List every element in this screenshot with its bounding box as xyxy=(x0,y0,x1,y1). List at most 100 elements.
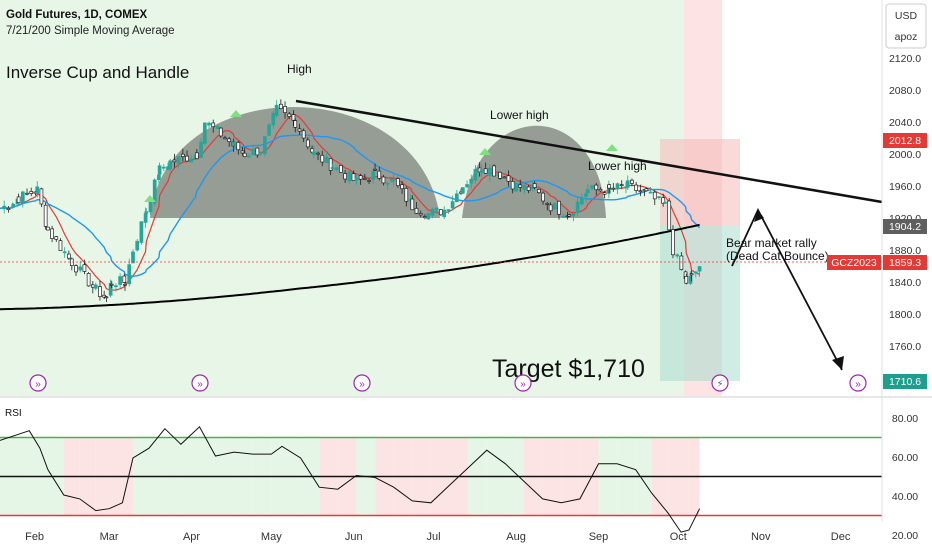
svg-text:»: » xyxy=(855,379,861,390)
candle-body xyxy=(324,156,329,163)
candle-body xyxy=(306,139,310,148)
candle-body xyxy=(148,201,153,213)
candle-body xyxy=(90,284,95,288)
candle-body xyxy=(316,152,320,155)
candle-body xyxy=(571,213,576,217)
candle-body xyxy=(131,251,135,264)
currency-box[interactable] xyxy=(885,3,927,49)
candle-body xyxy=(354,177,359,181)
candle-body xyxy=(114,285,118,288)
stop-zone xyxy=(660,139,740,226)
candle-body xyxy=(619,184,624,186)
candle-body xyxy=(263,136,267,154)
candle-body xyxy=(557,200,561,215)
price-tick-label: 2080.0 xyxy=(889,85,921,97)
svg-text:»: » xyxy=(197,379,203,390)
projection-path xyxy=(731,207,843,371)
candle-body xyxy=(561,215,566,218)
candle-body xyxy=(104,296,109,299)
candle-body xyxy=(518,184,523,188)
candle-body xyxy=(545,203,550,205)
candle-body xyxy=(293,120,298,128)
candle-body xyxy=(460,187,465,194)
candle-body xyxy=(371,171,376,180)
candle-body xyxy=(607,184,611,189)
candle-body xyxy=(135,240,140,251)
candle-body xyxy=(194,152,199,159)
price-tag-red-top: 2012.8 xyxy=(883,133,927,148)
candle-body xyxy=(274,104,279,116)
candle-body xyxy=(537,189,541,194)
candle-body xyxy=(684,276,689,284)
lightning-icon: ⚡ xyxy=(711,374,729,392)
candle-body xyxy=(215,126,220,129)
candle-body xyxy=(334,167,339,171)
svg-text:1859.3: 1859.3 xyxy=(889,257,921,269)
candle-body xyxy=(185,155,189,162)
candle-body xyxy=(102,294,107,298)
svg-text:2012.8: 2012.8 xyxy=(889,135,921,147)
up-marker xyxy=(479,148,491,155)
candle-body xyxy=(283,106,287,113)
candle-body xyxy=(236,142,241,151)
month-tick-label: Apr xyxy=(183,531,200,543)
price-tag-symbol: GCZ2023 xyxy=(827,255,881,270)
candle-body xyxy=(400,184,404,190)
candle-body xyxy=(172,159,177,163)
candle-body xyxy=(671,229,675,256)
candle-body xyxy=(446,209,451,211)
candle-body xyxy=(211,122,216,128)
candle-body xyxy=(10,206,15,209)
month-tick-label: Feb xyxy=(25,531,44,543)
arrowhead-down xyxy=(832,356,844,370)
candle-body xyxy=(469,178,474,184)
candle-body xyxy=(297,128,302,132)
candle-body xyxy=(434,207,439,211)
dividend-icon: » xyxy=(353,374,371,392)
ma-21-line xyxy=(0,134,701,277)
candle-body xyxy=(594,184,599,191)
month-tick-label: Sep xyxy=(589,531,609,543)
candle-body xyxy=(157,174,161,180)
candle-body xyxy=(157,165,162,175)
candle-body xyxy=(381,176,386,184)
candle-body xyxy=(218,127,223,137)
rsi-tick-label: 20.00 xyxy=(892,530,918,542)
rsi-tick-label: 40.00 xyxy=(892,491,918,503)
candle-body xyxy=(50,228,54,239)
candle-body xyxy=(122,275,127,283)
candle-body xyxy=(584,193,588,197)
candle-body xyxy=(552,203,557,210)
month-tick-label: May xyxy=(261,531,282,543)
candle-body xyxy=(693,271,698,274)
candle-body xyxy=(189,158,194,163)
candle-body xyxy=(473,168,478,181)
candle-body xyxy=(483,168,488,174)
candle-body xyxy=(611,187,616,190)
candle-body xyxy=(207,122,211,126)
candle-body xyxy=(271,112,276,126)
candle-body xyxy=(548,204,553,212)
rally-label-2: (Dead Cat Bounce) xyxy=(726,249,829,263)
candle-body xyxy=(657,196,661,199)
rsi-tick-label: 80.00 xyxy=(892,413,918,425)
price-tick-label: 2040.0 xyxy=(889,117,921,129)
dividend-icon: » xyxy=(29,374,47,392)
candle-body xyxy=(502,176,507,179)
candle-body xyxy=(25,192,29,195)
candle-body xyxy=(39,188,44,205)
candle-body xyxy=(638,190,643,193)
candle-body xyxy=(255,147,260,156)
candle-body xyxy=(373,168,377,171)
chart-title: Gold Futures, 1D, COMEX xyxy=(6,9,148,21)
candle-body xyxy=(454,193,459,202)
svg-text:⚡: ⚡ xyxy=(716,379,723,390)
trend-line[interactable] xyxy=(295,99,883,204)
candle-body xyxy=(541,192,545,202)
price-tick-label: 1960.0 xyxy=(889,181,921,193)
candle-body xyxy=(579,198,584,205)
candle-body xyxy=(648,191,653,194)
svg-text:»: » xyxy=(359,379,365,390)
candle-body xyxy=(43,204,48,227)
